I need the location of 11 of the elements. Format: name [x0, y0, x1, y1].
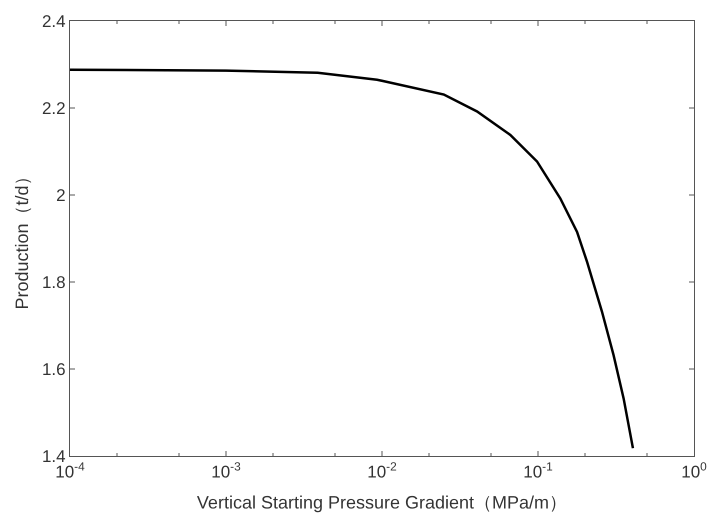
x-tick-label: 10$^{-3}$: [211, 459, 242, 482]
y-tick-label: 2: [56, 186, 66, 205]
x-axis-title: Vertical Starting Pressure Gradient（MPa/m）: [196, 492, 568, 512]
x-tick-label: 10$^{0}$: [681, 459, 708, 482]
x-tick-label: 10$^{-2}$: [367, 459, 398, 482]
y-tick-label: 2.2: [42, 98, 66, 118]
x-tick-label: 10$^{-1}$: [523, 459, 554, 482]
y-axis-title: Production（t/d）: [12, 167, 32, 310]
y-tick-label: 1.6: [42, 360, 66, 379]
y-tick-label: 1.8: [42, 272, 66, 292]
y-tick-label: 2.4: [42, 12, 66, 31]
